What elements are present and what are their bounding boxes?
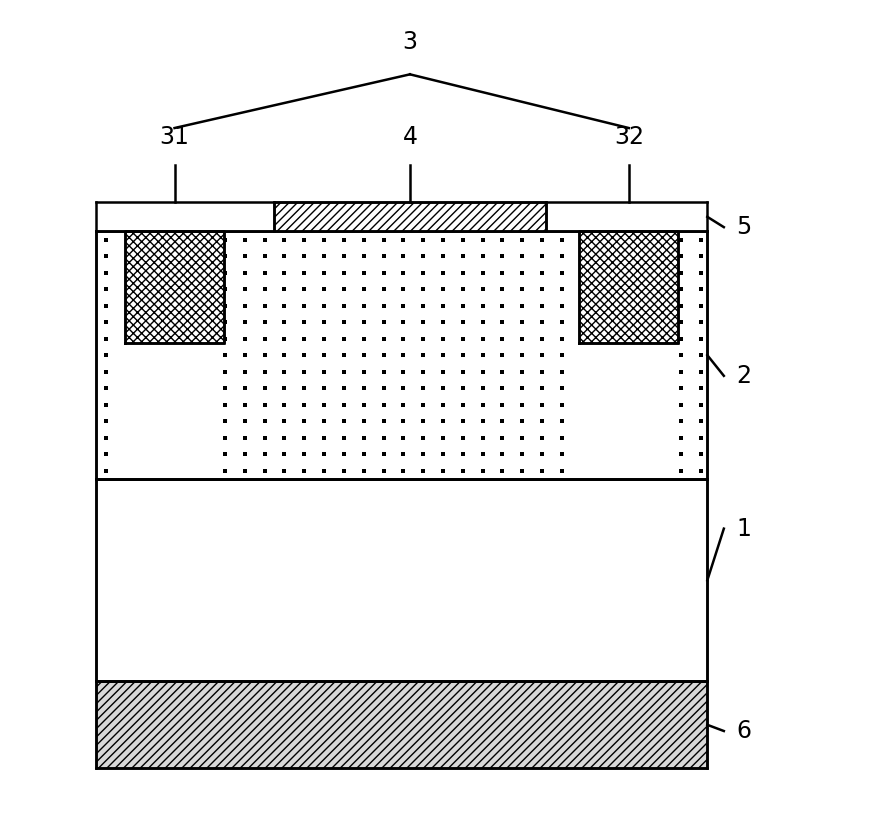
Bar <box>579 231 679 343</box>
Text: 31: 31 <box>159 125 190 149</box>
Text: 6: 6 <box>736 719 751 743</box>
Bar <box>96 202 274 231</box>
Bar <box>96 681 707 768</box>
Bar <box>547 202 707 231</box>
Bar <box>125 231 224 343</box>
Text: 1: 1 <box>736 516 751 541</box>
Bar <box>96 231 707 479</box>
Text: 5: 5 <box>736 215 751 240</box>
Bar <box>274 202 547 231</box>
Text: 32: 32 <box>614 125 644 149</box>
Text: 2: 2 <box>736 363 751 388</box>
Text: 3: 3 <box>402 30 417 54</box>
Bar <box>96 479 707 681</box>
Text: 4: 4 <box>402 125 417 149</box>
